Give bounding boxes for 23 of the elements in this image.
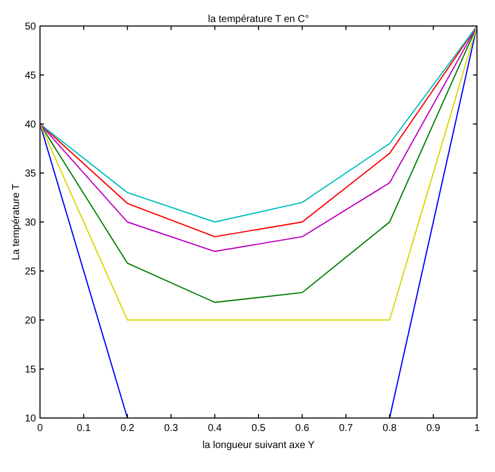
x-axis-title: la longueur suivant axe Y [202,440,315,451]
y-tick-label: 10 [24,414,36,424]
y-tick-label: 30 [24,218,36,228]
chart-title: la température T en C° [208,14,309,25]
x-tick-label: 0.8 [382,423,397,434]
y-tick-label: 50 [24,22,36,32]
y-tick-label: 35 [24,168,36,180]
y-axis-title: La température T [11,184,22,260]
x-tick-label: 0.7 [338,423,354,434]
x-tick-label: 0.6 [295,423,310,434]
x-tick-label: 0.3 [164,423,178,434]
y-tick-label: 15 [24,364,36,376]
x-tick-label: 0 [37,423,44,434]
x-tick-label: 0.9 [426,423,441,434]
x-tick-label: 0.2 [120,423,135,434]
y-tick-label: 40 [24,120,36,130]
x-tick-label: 1 [474,423,480,434]
y-tick-label: 45 [24,70,36,82]
x-tick-label: 0.1 [76,423,92,434]
y-tick-label: 25 [24,266,36,278]
x-tick-label: 0.4 [208,423,222,434]
x-tick-label: 0.5 [252,423,266,434]
y-tick-label: 20 [24,316,36,326]
